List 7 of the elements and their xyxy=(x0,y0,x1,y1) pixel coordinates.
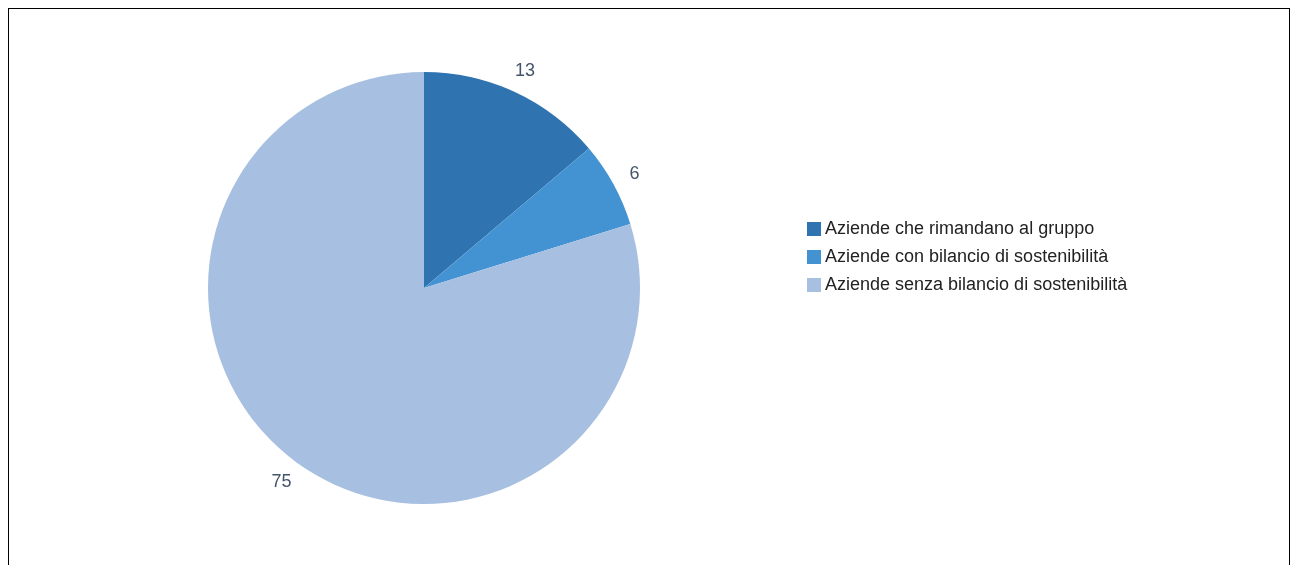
data-label: 6 xyxy=(629,162,640,183)
legend-label: Aziende senza bilancio di sostenibilità xyxy=(825,274,1128,294)
data-label: 13 xyxy=(515,60,536,81)
data-label: 75 xyxy=(271,471,292,492)
pie-slice xyxy=(424,148,631,288)
legend-label: Aziende con bilancio di sostenibilità xyxy=(825,246,1109,266)
legend-label: Aziende che rimandano al gruppo xyxy=(825,218,1095,238)
